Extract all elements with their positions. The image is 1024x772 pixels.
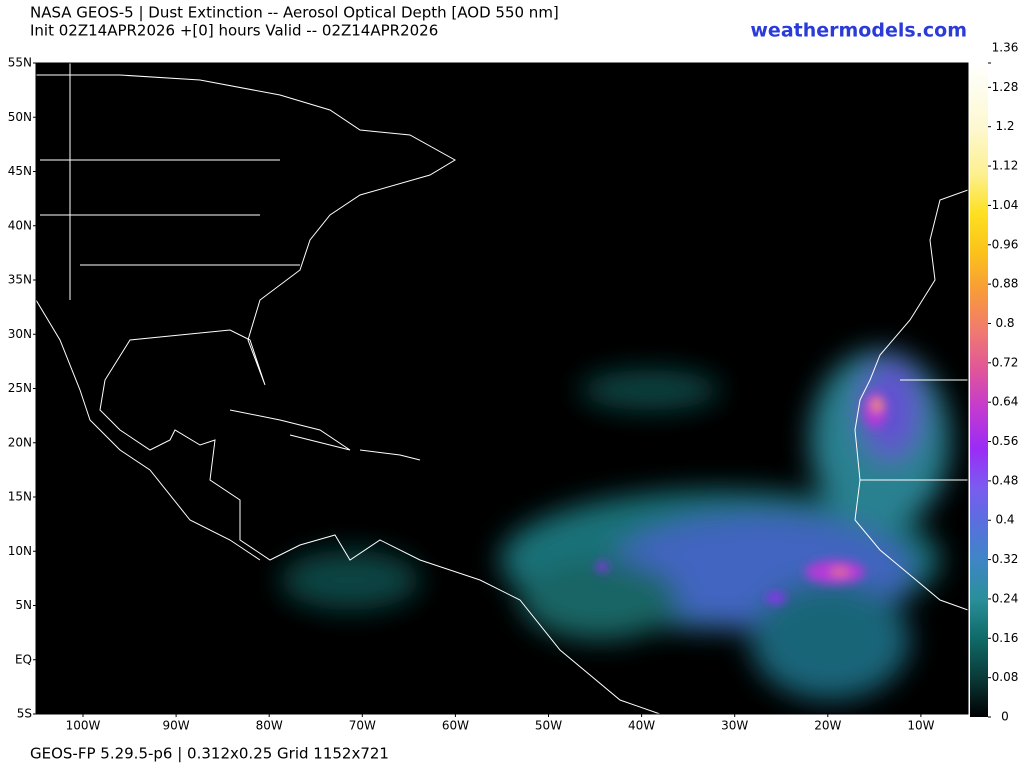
lon-label: 60W <box>442 719 469 733</box>
colorbar-tick-label: 0.96 <box>992 237 1019 251</box>
lat-label: 15N <box>8 490 32 504</box>
colorbar-tick-label: 0.08 <box>992 670 1019 684</box>
lon-label: 100W <box>66 719 101 733</box>
map <box>36 63 968 714</box>
colorbar-tick-label: 1.28 <box>992 80 1019 94</box>
lat-label: 5N <box>15 598 32 612</box>
colorbar-tick-label: 0.48 <box>992 473 1019 487</box>
colorbar-tick-label: 1.36 <box>992 41 1019 55</box>
colorbar-tick-label: 0.88 <box>992 277 1019 291</box>
dust-plume <box>280 350 950 700</box>
colorbar-tick-label: 0.16 <box>992 631 1019 645</box>
lat-label: 40N <box>8 218 32 232</box>
title: NASA GEOS-5 | Dust Extinction -- Aerosol… <box>30 4 559 22</box>
lat-label: 5S <box>17 707 32 721</box>
lat-label: 30N <box>8 327 32 341</box>
colorbar <box>970 63 988 717</box>
colorbar-tick-label: 0.32 <box>992 552 1019 566</box>
lon-label: 90W <box>163 719 190 733</box>
lon-label: 20W <box>814 719 841 733</box>
coastlines <box>36 63 968 714</box>
colorbar-tick-label: 0.8 <box>995 316 1014 330</box>
dust-core <box>596 392 887 603</box>
lon-label: 30W <box>721 719 748 733</box>
colorbar-tick-label: 0.56 <box>992 434 1019 448</box>
lat-label: 25N <box>8 381 32 395</box>
lon-label: 80W <box>256 719 283 733</box>
colorbar-tick-label: 0.4 <box>995 513 1014 527</box>
lat-label: 35N <box>8 273 32 287</box>
site-link[interactable]: weathermodels.com <box>750 20 967 42</box>
lat-label: EQ <box>15 652 32 666</box>
colorbar-tick-label: 0 <box>1001 710 1009 724</box>
colorbar-tick-label: 0.72 <box>992 355 1019 369</box>
colorbar-tick-label: 0.24 <box>992 591 1019 605</box>
lon-label: 50W <box>535 719 562 733</box>
lat-label: 50N <box>8 110 32 124</box>
lon-label: 70W <box>349 719 376 733</box>
colorbar-tick-label: 1.12 <box>992 159 1019 173</box>
lat-label: 10N <box>8 544 32 558</box>
footer: GEOS-FP 5.29.5-p6 | 0.312x0.25 Grid 1152… <box>30 745 389 763</box>
lat-label: 55N <box>8 56 32 70</box>
subtitle: Init 02Z14APR2026 +[0] hours Valid -- 02… <box>30 22 438 40</box>
colorbar-tick-label: 1.04 <box>992 198 1019 212</box>
colorbar-tick-label: 0.64 <box>992 395 1019 409</box>
lat-label: 20N <box>8 435 32 449</box>
colorbar-tick-label: 1.2 <box>995 119 1014 133</box>
lat-label: 45N <box>8 164 32 178</box>
lon-label: 40W <box>628 719 655 733</box>
lon-label: 10W <box>907 719 934 733</box>
